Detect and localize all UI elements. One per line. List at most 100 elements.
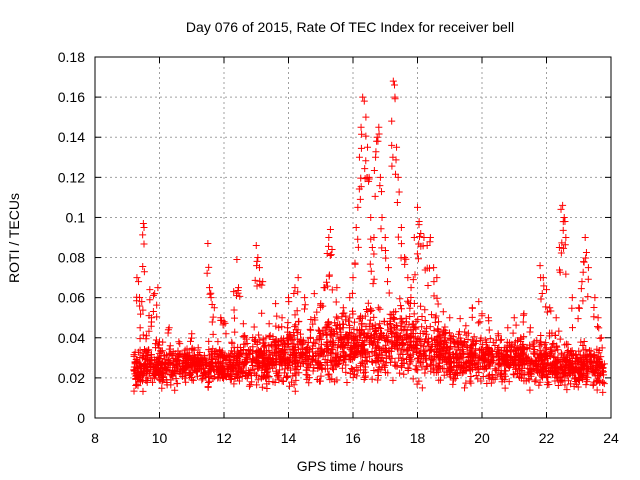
data-point bbox=[503, 342, 511, 350]
data-point bbox=[466, 377, 474, 385]
data-point bbox=[130, 387, 138, 395]
data-point bbox=[137, 310, 145, 318]
data-point bbox=[432, 312, 440, 320]
data-point bbox=[130, 367, 138, 375]
data-point bbox=[266, 331, 274, 339]
data-point bbox=[409, 350, 417, 358]
data-point bbox=[262, 334, 270, 342]
data-point bbox=[186, 370, 194, 378]
data-point bbox=[252, 242, 260, 250]
y-tick-label: 0 bbox=[77, 410, 85, 426]
data-point bbox=[399, 318, 407, 326]
data-point bbox=[300, 305, 308, 313]
data-point bbox=[410, 234, 418, 241]
data-point bbox=[562, 270, 570, 278]
data-point bbox=[434, 300, 442, 308]
data-point bbox=[421, 306, 429, 314]
data-point bbox=[334, 314, 342, 322]
data-point bbox=[422, 355, 430, 363]
data-point bbox=[504, 324, 512, 332]
data-point bbox=[413, 250, 421, 258]
data-point bbox=[360, 97, 368, 105]
data-point bbox=[578, 278, 586, 286]
data-point bbox=[194, 351, 202, 359]
data-point bbox=[490, 354, 498, 362]
data-point bbox=[399, 341, 407, 349]
data-point bbox=[385, 289, 393, 297]
data-point bbox=[351, 259, 359, 267]
data-point bbox=[159, 369, 167, 377]
data-point bbox=[380, 318, 388, 326]
data-point bbox=[434, 368, 442, 376]
data-point bbox=[145, 327, 153, 335]
data-point bbox=[290, 340, 298, 348]
data-point bbox=[348, 366, 356, 374]
data-point bbox=[548, 340, 556, 348]
data-point bbox=[397, 302, 405, 310]
data-point bbox=[401, 333, 409, 341]
data-point bbox=[367, 235, 375, 243]
data-point bbox=[333, 284, 341, 292]
data-point bbox=[299, 360, 307, 368]
data-point bbox=[579, 297, 587, 305]
data-point bbox=[324, 371, 332, 379]
data-point bbox=[286, 382, 294, 390]
data-point bbox=[245, 367, 253, 375]
data-point bbox=[441, 338, 449, 346]
data-point bbox=[515, 354, 523, 362]
data-point bbox=[230, 380, 238, 388]
data-point bbox=[152, 336, 160, 344]
data-point bbox=[416, 336, 424, 344]
data-point bbox=[511, 338, 519, 346]
data-point bbox=[246, 346, 254, 354]
data-point bbox=[367, 213, 375, 221]
data-point bbox=[559, 226, 567, 234]
data-point bbox=[582, 346, 590, 354]
data-point bbox=[295, 359, 303, 367]
data-point bbox=[364, 299, 372, 307]
data-point bbox=[239, 320, 247, 328]
data-point bbox=[342, 312, 350, 320]
data-point bbox=[524, 364, 532, 372]
data-point bbox=[537, 338, 545, 346]
data-point bbox=[348, 289, 356, 297]
data-point bbox=[433, 294, 441, 302]
x-tick-label: 20 bbox=[474, 430, 490, 446]
data-point bbox=[428, 361, 436, 369]
data-point bbox=[475, 298, 483, 306]
data-point bbox=[489, 353, 497, 361]
data-point bbox=[397, 305, 405, 313]
data-point bbox=[200, 351, 208, 359]
data-point bbox=[339, 358, 347, 366]
data-point bbox=[313, 308, 321, 316]
data-point bbox=[595, 324, 603, 332]
data-point bbox=[290, 332, 298, 340]
data-point bbox=[377, 225, 385, 233]
data-point bbox=[163, 367, 171, 375]
data-point bbox=[265, 320, 273, 328]
data-point bbox=[542, 370, 550, 378]
data-point bbox=[546, 304, 554, 312]
data-point bbox=[388, 117, 396, 125]
data-point bbox=[474, 354, 482, 362]
data-point bbox=[255, 331, 263, 339]
data-point bbox=[568, 304, 576, 312]
data-point bbox=[446, 314, 454, 322]
data-point bbox=[596, 378, 604, 386]
data-point bbox=[243, 371, 251, 379]
data-point bbox=[487, 379, 495, 387]
data-point bbox=[293, 307, 301, 315]
data-point bbox=[139, 377, 147, 385]
data-point bbox=[316, 351, 324, 359]
data-point bbox=[139, 387, 147, 395]
data-point bbox=[496, 359, 504, 367]
data-point bbox=[320, 347, 328, 355]
data-point bbox=[146, 296, 154, 304]
data-point bbox=[278, 358, 286, 366]
data-point bbox=[379, 344, 387, 352]
data-point bbox=[404, 274, 412, 282]
data-point bbox=[414, 203, 421, 211]
data-point bbox=[329, 366, 337, 374]
data-point bbox=[331, 329, 339, 337]
data-point bbox=[139, 219, 147, 227]
